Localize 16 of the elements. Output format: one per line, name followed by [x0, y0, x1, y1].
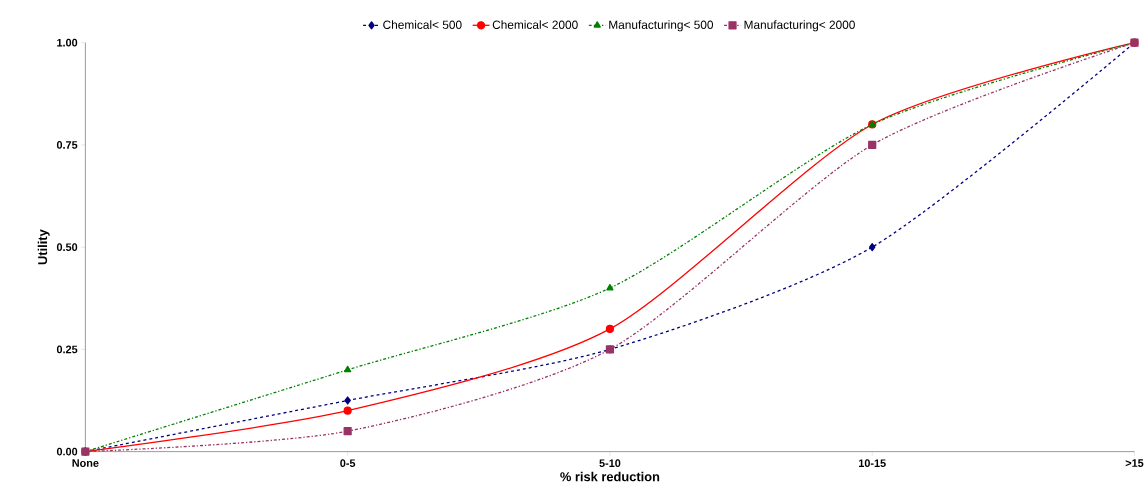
x-tick-label: None	[72, 459, 99, 467]
x-tick-label: 5-10	[599, 459, 621, 467]
legend-label: Chemical< 2000	[492, 20, 578, 29]
legend-label: Chemical< 500	[383, 20, 462, 29]
legend-label: Manufacturing< 500	[609, 20, 714, 32]
x-tick-label: 10-15	[858, 459, 886, 467]
x-tick-label: 0-5	[340, 459, 356, 467]
legend-label: Manufacturing< 2000	[744, 20, 855, 32]
y-axis-title: Utility	[37, 229, 50, 265]
x-tick-label: >15	[1125, 459, 1144, 467]
x-axis-title: % risk reduction	[560, 471, 660, 482]
y-tick-label: 1.00	[57, 38, 78, 47]
y-tick-label: 0.75	[56, 140, 78, 149]
y-tick-label: 0.00	[56, 447, 78, 456]
y-tick-label: 0.25	[56, 345, 78, 354]
y-tick-label: 0.50	[56, 243, 78, 251]
